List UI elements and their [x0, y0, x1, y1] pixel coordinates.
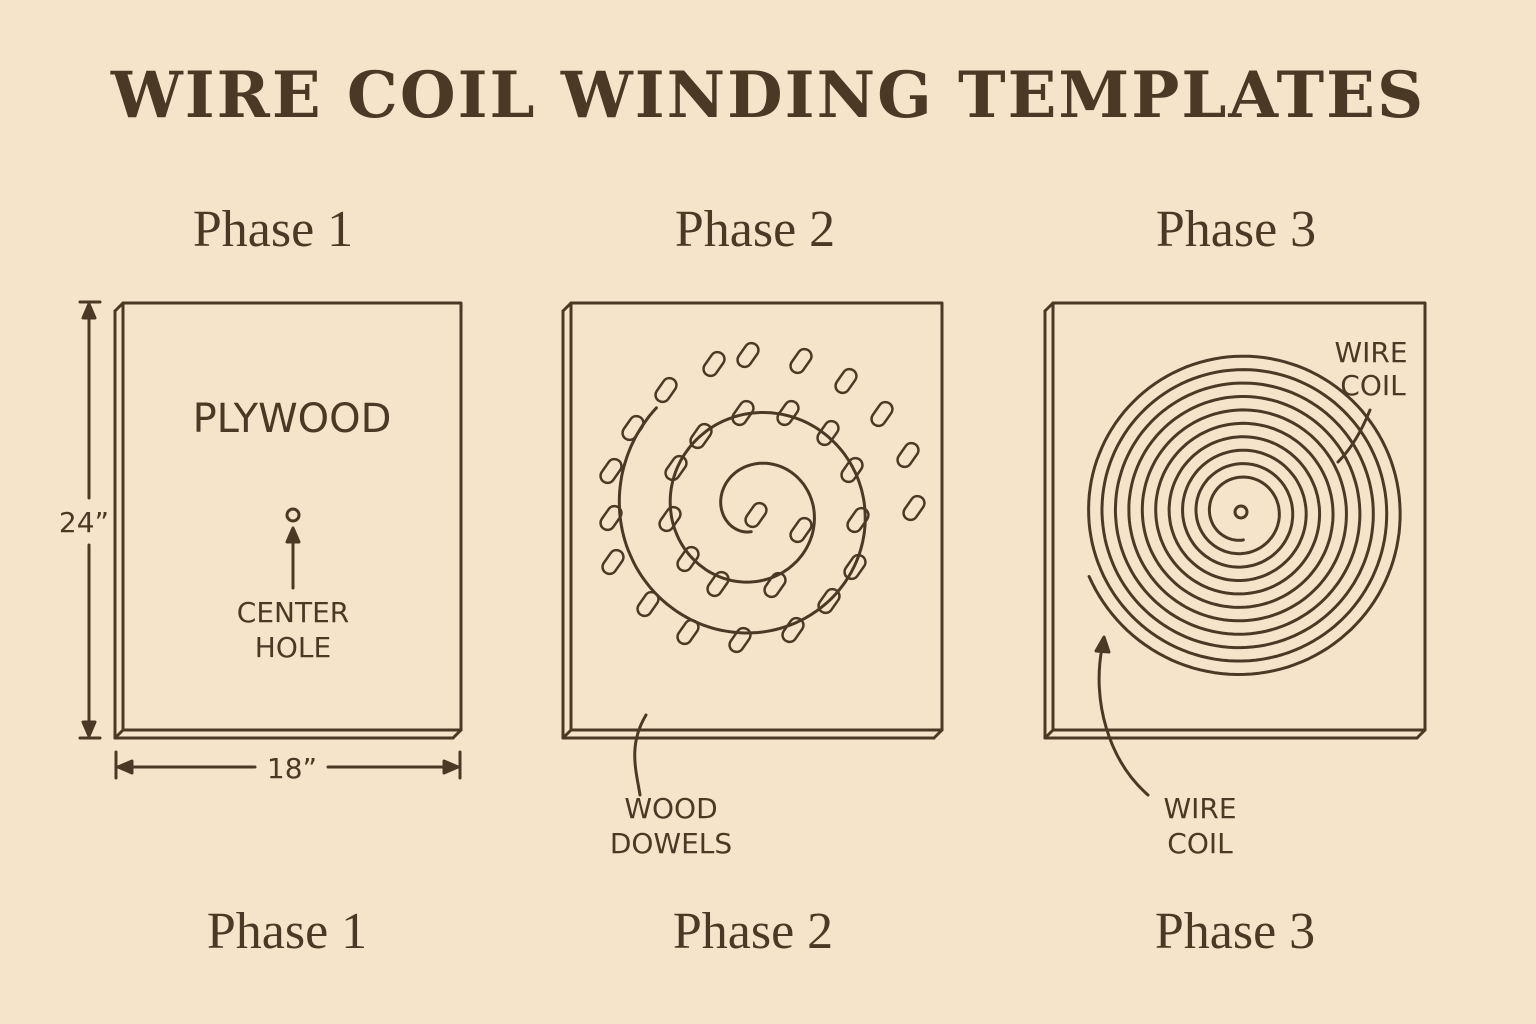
wire-coil-top-label-line1: WIRE [1334, 336, 1407, 369]
wood-dowel [789, 516, 813, 544]
wood-dowel [658, 505, 682, 533]
wood-dowels [599, 341, 926, 654]
wire-coil-bottom-label-line2: COIL [1167, 827, 1233, 860]
height-dimension [78, 300, 102, 740]
wood-dowels-callout-line [633, 713, 648, 797]
wood-dowel [654, 376, 678, 404]
center-hole-arrow [285, 526, 301, 590]
phase-2-bottom-heading: Phase 2 [672, 903, 834, 960]
wood-dowel [664, 454, 688, 482]
coil-center-hole [1233, 504, 1249, 520]
phase-1-top-heading: Phase 1 [192, 201, 354, 258]
height-label: 24” [59, 506, 109, 539]
wood-dowel [896, 441, 920, 469]
wood-dowel [731, 399, 755, 427]
wire-coil-top-callout-line [1336, 408, 1372, 464]
width-dimension [114, 750, 462, 780]
wood-dowels-label-line2: DOWELS [610, 827, 732, 860]
wood-dowel [763, 571, 787, 599]
wood-dowel [834, 367, 858, 395]
phase-2-top-heading: Phase 2 [674, 201, 836, 258]
wood-dowel [601, 548, 625, 576]
wire-coil-bottom-label-line1: WIRE [1163, 792, 1236, 825]
wood-dowel [706, 570, 730, 598]
wood-dowel [621, 414, 645, 442]
wood-dowel [728, 626, 752, 654]
wood-dowel [817, 587, 841, 615]
phase-1-bottom-heading: Phase 1 [206, 903, 368, 960]
wood-dowel [789, 347, 813, 375]
wood-dowel [840, 456, 864, 484]
wood-dowel [636, 590, 660, 618]
wood-dowel [816, 419, 840, 447]
wood-dowel [599, 504, 623, 532]
plywood-label: PLYWOOD [193, 396, 392, 442]
panel-3-board [1043, 301, 1427, 740]
phase-3-bottom-heading: Phase 3 [1154, 903, 1316, 960]
wood-dowel [736, 341, 760, 369]
center-hole-label-line2: HOLE [255, 631, 331, 664]
wire-coil-top-label-line2: COIL [1340, 369, 1406, 402]
panel-1-plywood-board [113, 301, 463, 740]
wood-dowel [776, 399, 800, 427]
wood-dowel [846, 506, 870, 534]
wire-coil-bottom-callout-arrow [1094, 635, 1150, 797]
center-hole-label-line1: CENTER [237, 596, 349, 629]
wood-dowel [689, 422, 713, 450]
page-title: WIRE COIL WINDING TEMPLATES [110, 58, 1426, 133]
wood-dowel [870, 400, 894, 428]
wood-dowel [781, 616, 805, 644]
wood-dowel [676, 618, 700, 646]
wire-coil-spiral [1087, 354, 1402, 676]
wood-dowel [702, 350, 726, 378]
wood-dowel [676, 545, 700, 573]
center-hole [285, 507, 301, 523]
wood-dowel [599, 457, 623, 485]
wood-dowels-label-line1: WOOD [624, 792, 717, 825]
wood-dowel [843, 553, 867, 581]
wood-dowel [902, 494, 926, 522]
panel-2-board [561, 301, 944, 740]
width-label: 18” [267, 752, 317, 785]
phase-3-top-heading: Phase 3 [1155, 201, 1317, 258]
wood-dowel [744, 501, 768, 529]
dowel-spiral-guide [617, 406, 867, 635]
